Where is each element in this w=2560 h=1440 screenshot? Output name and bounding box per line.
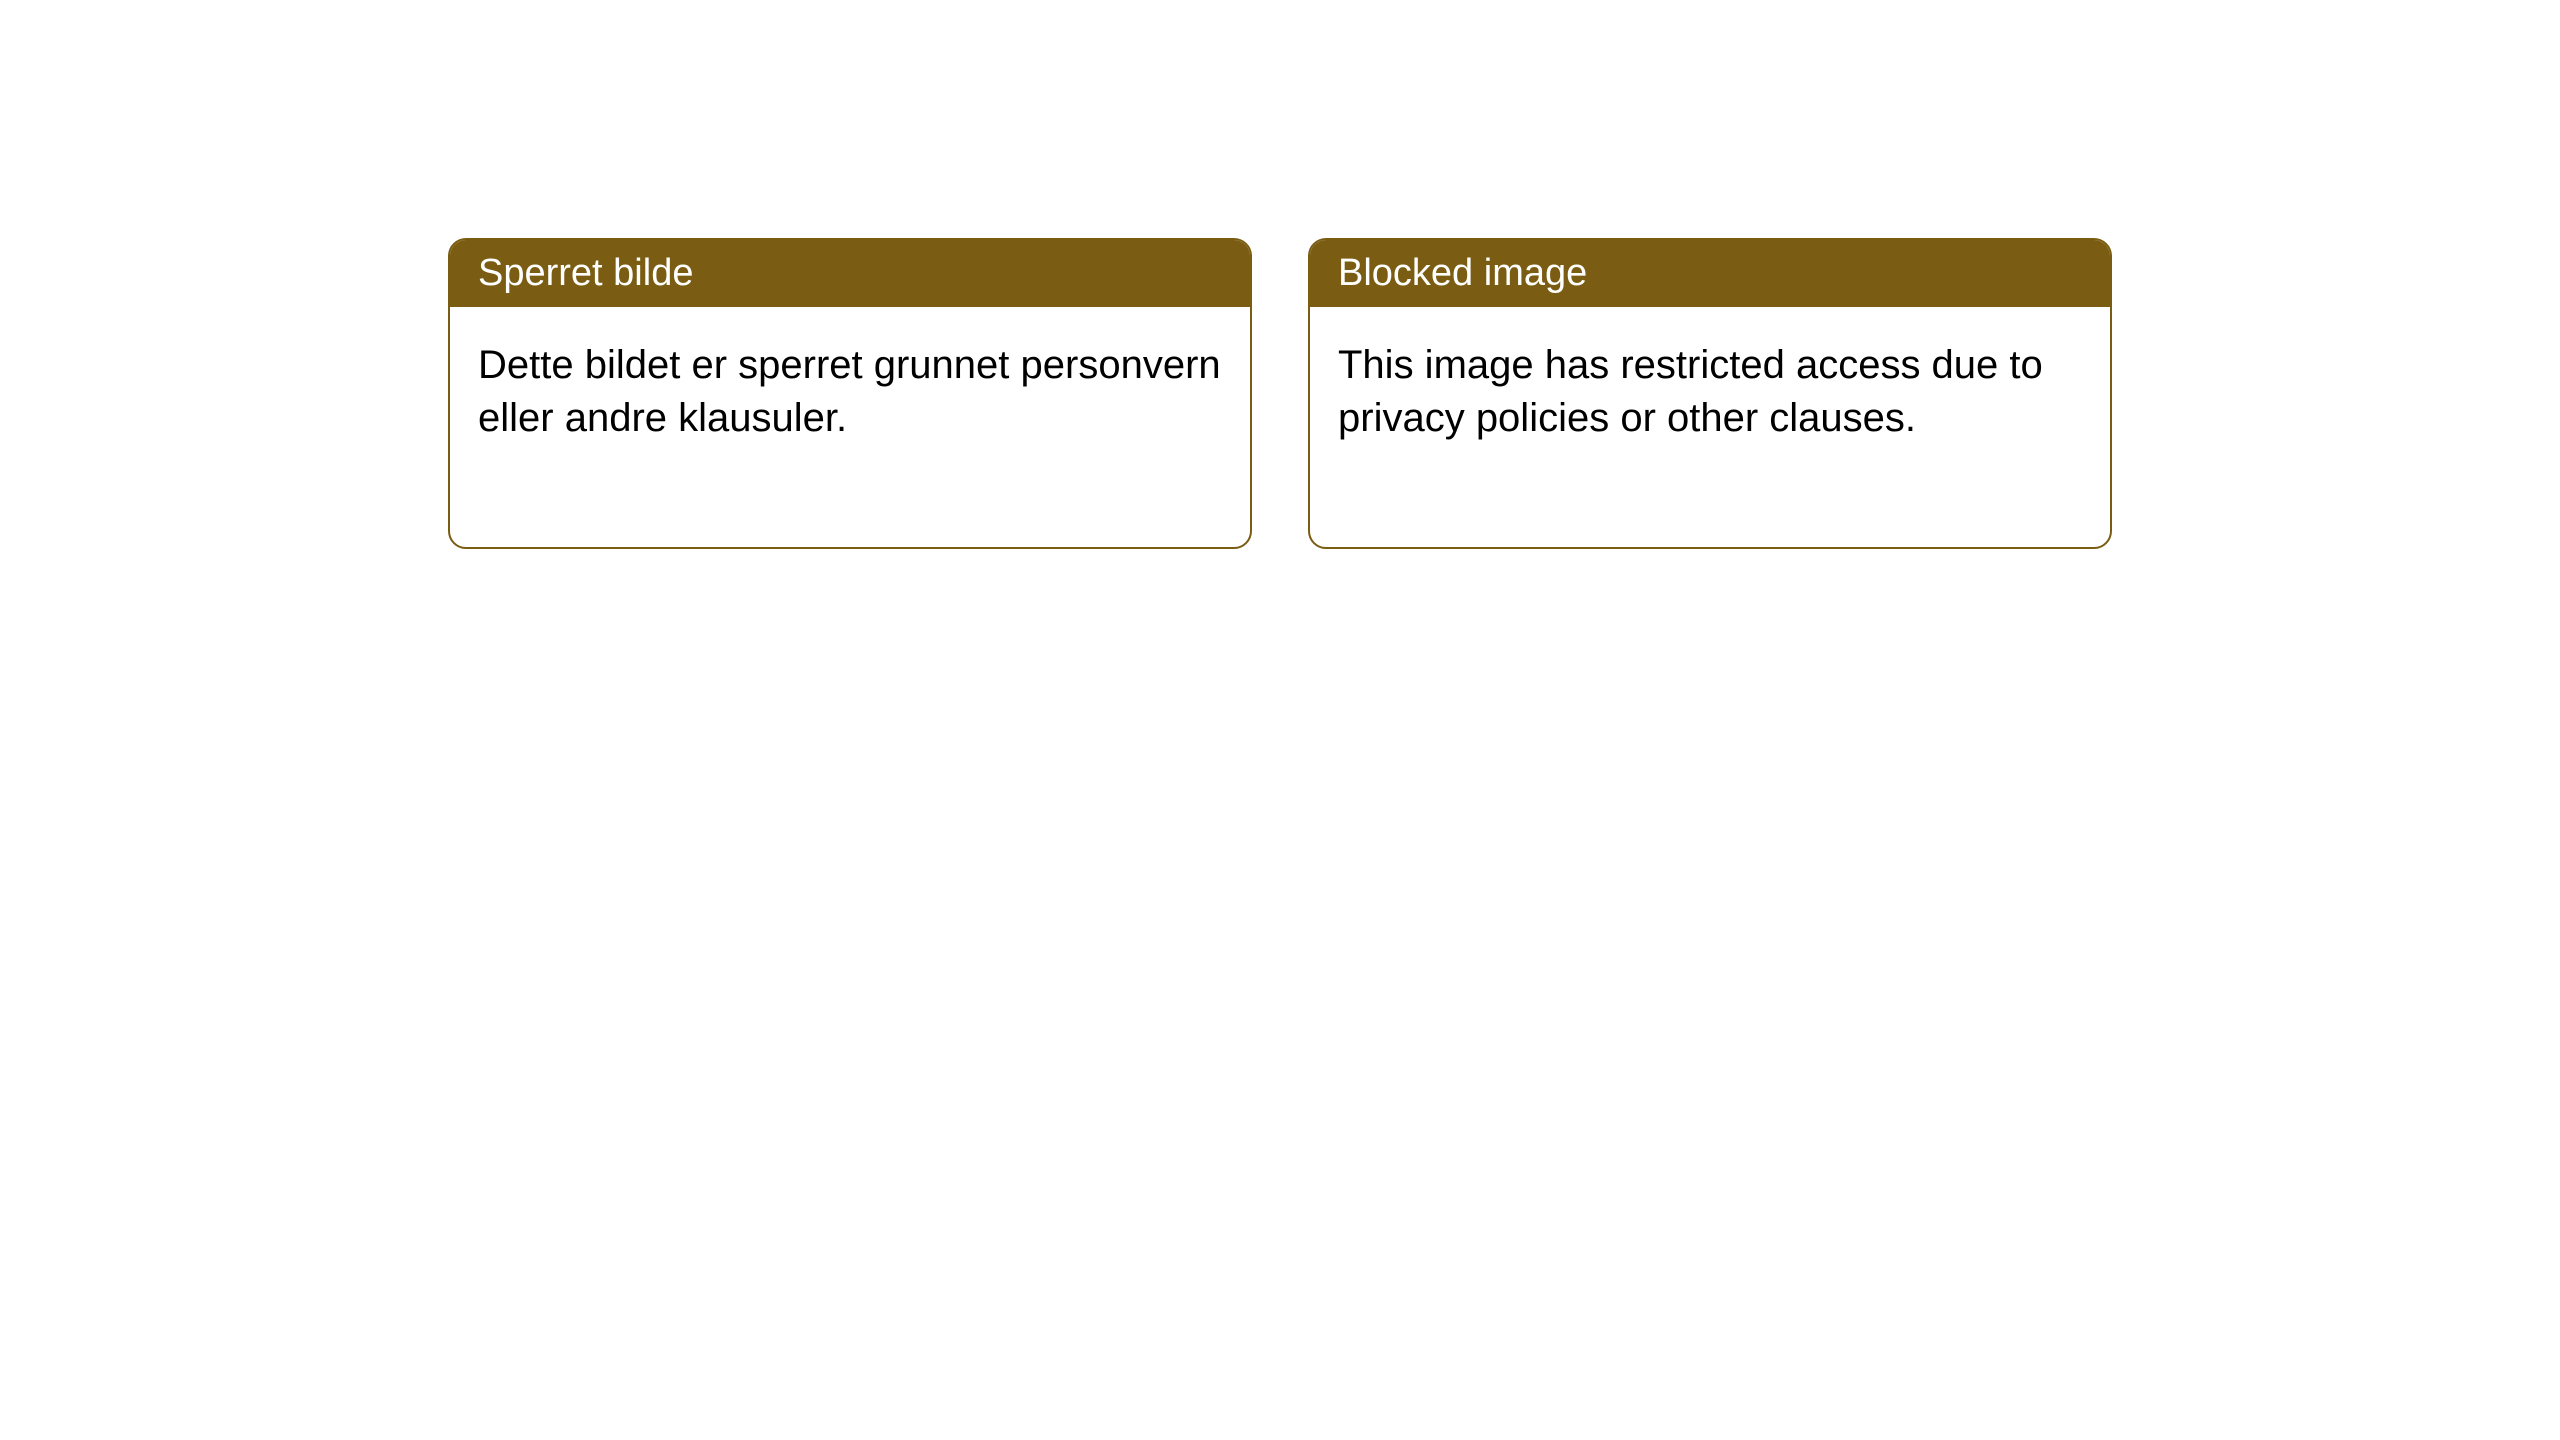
notice-box-norwegian: Sperret bilde Dette bildet er sperret gr… (448, 238, 1252, 549)
notice-header: Sperret bilde (450, 240, 1250, 307)
notice-body: This image has restricted access due to … (1310, 307, 2110, 547)
notice-body: Dette bildet er sperret grunnet personve… (450, 307, 1250, 547)
notice-header: Blocked image (1310, 240, 2110, 307)
notice-box-english: Blocked image This image has restricted … (1308, 238, 2112, 549)
notice-container: Sperret bilde Dette bildet er sperret gr… (0, 0, 2560, 549)
